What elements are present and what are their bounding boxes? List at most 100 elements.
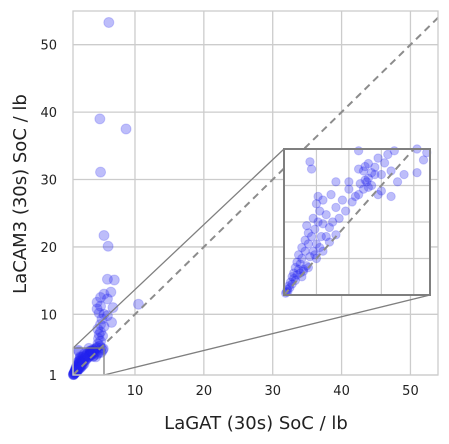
data-point [108,274,120,286]
data-point [82,351,94,363]
x-tick-labels: 10 20 30 40 50 [127,384,419,399]
data-point [84,349,96,361]
inset-data-point [297,253,307,264]
y-tick-label: 10 [40,308,57,323]
inset-data-point [306,164,317,174]
inset-identity-line [283,148,415,296]
data-point [85,349,97,361]
inset-data-point [321,210,331,220]
data-point [81,348,93,360]
data-point [91,348,103,360]
inset-zoom-panel [280,144,432,298]
data-point [101,293,113,305]
data-point [77,356,89,368]
data-point [75,351,87,363]
inset-data-point [331,202,341,213]
inset-data-point [355,178,365,189]
data-point [77,357,89,369]
inset-data-point [344,177,354,187]
inset-data-point [297,272,307,282]
data-point [120,123,132,135]
data-point [103,16,115,28]
data-point [84,345,96,357]
inset-data-point [308,213,318,224]
data-point [101,273,113,285]
inset-data-point [327,217,338,227]
inset-data-point [295,259,305,269]
data-point [73,355,85,367]
x-tick-label: 30 [264,384,281,399]
data-point [107,302,119,314]
connector-line [103,294,431,376]
inset-data-point [314,242,325,253]
inset-data-point [321,231,331,242]
inset-data-point [353,164,364,174]
inset-data-point [370,169,380,180]
inset-data-point [363,182,374,193]
data-point [83,350,95,362]
inset-data-point [311,239,322,249]
data-point [95,300,107,312]
y-tick-labels: 1 10 20 30 40 50 [40,39,57,384]
data-point [73,346,85,358]
data-point [83,346,95,358]
data-point [75,358,87,370]
data-point [92,333,104,345]
plot-frame [72,10,439,376]
data-point [95,166,107,178]
inset-data-point [308,246,318,256]
inset-data-point [373,153,383,163]
data-point [70,363,82,375]
inset-data-point [306,231,317,242]
x-tick-label: 40 [333,384,350,399]
inset-data-point [316,231,327,242]
data-point [69,366,81,378]
data-point [76,358,88,370]
connector-line [72,148,285,349]
inset-data-point [386,191,396,202]
inset-data-point [311,199,322,209]
inset-data-point [287,272,297,282]
inset-data-point [290,275,301,286]
inset-data-point [331,230,341,240]
inset-data-point [360,161,370,172]
identity-line [72,17,439,376]
inset-data-point [292,257,302,267]
inset-data-point [358,184,369,194]
inset-data-point [340,206,351,216]
inset-data-point [324,222,335,233]
data-point [79,355,91,367]
data-point [91,296,103,308]
inset-data-point [313,191,323,202]
data-point [97,343,109,355]
x-tick-label: 20 [196,384,213,399]
data-point [81,352,93,364]
inset-data-point [337,195,348,205]
inset-data-point [300,235,310,245]
inset-data-point [303,228,314,238]
inset-data-point [362,177,372,187]
inset-data-point [370,162,380,172]
data-point [102,240,114,252]
inset-data-point [326,189,336,200]
y-axis-label: LaCAM3 (30s) SoC / lb [10,94,31,294]
x-tick-label: 50 [402,384,419,399]
data-point [95,318,107,330]
inset-data-point [331,177,341,187]
inset-data-point [363,173,374,183]
data-point [75,353,87,365]
inset-data-point [412,168,422,178]
data-point [93,329,105,341]
inset-data-point [392,177,403,187]
grid-lines [73,11,438,376]
inset-data-point [366,180,377,191]
inset-data-point [287,279,297,289]
inset-data-point [289,268,299,278]
data-point [84,346,96,358]
data-point [74,360,86,372]
inset-frame [283,148,431,296]
inset-data-point [347,197,357,207]
inset-data-point [305,251,315,262]
inset-data-point [310,224,320,235]
